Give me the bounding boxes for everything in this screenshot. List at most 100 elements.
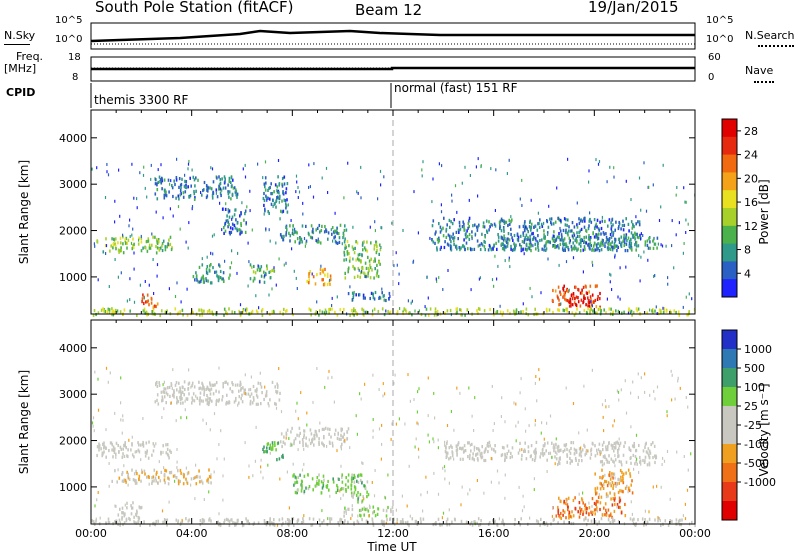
echo-cell xyxy=(313,437,316,441)
echo-cell xyxy=(645,209,648,213)
echo-cell xyxy=(283,307,285,311)
echo-cell xyxy=(614,255,616,259)
echo-cell xyxy=(536,399,538,403)
echo-cell xyxy=(463,228,465,232)
echo-cell xyxy=(271,446,274,450)
echo-cell xyxy=(172,474,175,478)
echo-cell xyxy=(211,193,214,198)
echo-cell xyxy=(362,495,364,499)
echo-cell xyxy=(361,461,363,465)
echo-cell xyxy=(589,243,591,247)
echo-cell xyxy=(291,247,293,251)
echo-cell xyxy=(203,498,205,501)
echo-cell xyxy=(227,208,230,212)
echo-cell xyxy=(168,190,170,194)
echo-cell xyxy=(249,277,252,281)
echo-cell xyxy=(625,460,628,464)
echo-cell xyxy=(478,277,480,281)
echo-cell xyxy=(655,305,657,309)
echo-cell xyxy=(450,248,453,252)
x-tick-label: 00:00 xyxy=(75,527,107,540)
colorbar-segment xyxy=(722,482,737,502)
echo-cell xyxy=(114,411,116,415)
echo-cell xyxy=(359,508,361,513)
echo-cell xyxy=(582,491,584,495)
echo-cell xyxy=(551,299,554,303)
echo-cell xyxy=(179,310,181,314)
echo-cell xyxy=(296,480,299,484)
echo-cell xyxy=(180,185,182,189)
echo-cell xyxy=(198,380,200,384)
echo-cell xyxy=(294,475,297,479)
echo-cell xyxy=(469,488,471,492)
echo-cell xyxy=(157,519,159,523)
echo-cell xyxy=(359,492,362,497)
echo-cell xyxy=(129,309,131,313)
echo-cell xyxy=(133,196,135,200)
echo-cell xyxy=(298,426,301,430)
echo-cell xyxy=(572,236,575,240)
echo-cell xyxy=(562,248,565,252)
echo-cell xyxy=(492,246,494,250)
echo-cell xyxy=(477,194,479,198)
echo-cell xyxy=(502,520,504,524)
echo-cell xyxy=(634,462,636,466)
echo-cell xyxy=(220,188,223,192)
echo-cell xyxy=(560,448,562,452)
echo-cell xyxy=(644,243,647,247)
echo-cell xyxy=(487,444,490,448)
echo-cell xyxy=(107,380,109,384)
echo-cell xyxy=(495,311,497,315)
echo-cell xyxy=(148,482,150,486)
echo-cell xyxy=(352,264,354,269)
echo-cell xyxy=(131,435,133,439)
echo-cell xyxy=(538,377,541,381)
echo-cell xyxy=(608,460,610,464)
echo-cell xyxy=(544,243,547,247)
echo-cell xyxy=(179,401,182,405)
echo-cell xyxy=(676,450,678,454)
echo-cell xyxy=(605,457,608,461)
echo-cell xyxy=(371,519,374,523)
echo-cell xyxy=(251,265,253,269)
echo-cell xyxy=(353,491,356,495)
echo-cell xyxy=(559,448,561,453)
echo-cell xyxy=(138,238,140,242)
echo-cell xyxy=(354,309,356,313)
echo-cell xyxy=(260,309,263,313)
echo-cell xyxy=(380,520,383,524)
echo-cell xyxy=(278,191,280,195)
echo-cell xyxy=(503,221,506,225)
echo-cell xyxy=(572,294,575,298)
echo-cell xyxy=(164,519,166,523)
echo-cell xyxy=(346,437,349,441)
echo-cell xyxy=(277,441,280,445)
echo-cell xyxy=(307,487,310,491)
echo-cell xyxy=(476,225,478,229)
echo-cell xyxy=(527,445,530,449)
echo-cell xyxy=(518,448,521,452)
echo-cell xyxy=(481,445,483,449)
echo-cell xyxy=(620,511,623,515)
echo-cell xyxy=(308,517,311,521)
echo-cell xyxy=(408,311,410,315)
echo-cell xyxy=(687,222,689,226)
echo-cell xyxy=(472,456,474,460)
echo-cell xyxy=(652,485,654,489)
echo-cell xyxy=(161,179,164,183)
echo-cell xyxy=(124,238,127,242)
echo-cell xyxy=(660,485,662,489)
echo-cell xyxy=(108,521,111,525)
echo-cell xyxy=(347,520,349,524)
echo-cell xyxy=(372,296,375,300)
echo-cell xyxy=(208,308,211,313)
echo-cell xyxy=(578,515,581,519)
echo-cell xyxy=(229,387,231,391)
echo-cell xyxy=(198,386,200,391)
echo-cell xyxy=(685,231,687,234)
echo-cell xyxy=(585,511,588,515)
echo-cell xyxy=(687,405,689,409)
echo-cell xyxy=(414,445,416,449)
echo-cell xyxy=(349,285,351,289)
echo-cell xyxy=(559,226,561,230)
